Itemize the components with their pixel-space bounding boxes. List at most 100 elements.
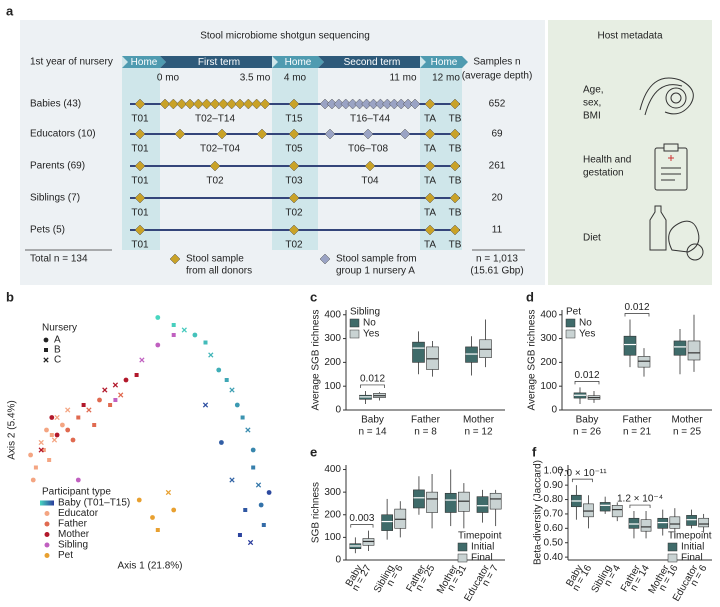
box: [673, 340, 687, 356]
sample-diamond: [364, 160, 376, 172]
point: [250, 447, 256, 453]
y-tick-label: 300: [324, 333, 341, 344]
box: [413, 489, 425, 509]
point: [41, 448, 46, 452]
box: [489, 492, 502, 510]
point: [139, 357, 145, 363]
point: [155, 528, 160, 532]
timepoint-label: T01: [131, 114, 149, 125]
point: [65, 407, 71, 413]
point: [136, 497, 142, 503]
row-name: Siblings (7): [30, 193, 80, 204]
sample-diamond: [288, 160, 300, 172]
point: [229, 387, 235, 393]
point: [155, 315, 161, 320]
point: [123, 377, 129, 383]
point: [112, 382, 119, 388]
legend-text: Yes: [579, 329, 595, 340]
legend-text: Sibling: [58, 540, 88, 551]
legend-marker: [44, 348, 48, 352]
sample-diamond: [324, 128, 336, 140]
y-axis-label: Beta-diversity (Jaccard): [533, 460, 544, 565]
phase-arrow: [160, 56, 278, 68]
legend-title: Participant type: [42, 487, 111, 498]
timepoint-label: T04: [361, 176, 379, 187]
sample-diamond: [319, 253, 331, 265]
box: [669, 516, 681, 529]
sample-diamond: [134, 160, 146, 172]
n-label: n = 25: [673, 427, 702, 438]
box: [381, 514, 394, 531]
phase-arrow: [272, 56, 324, 68]
significance-bracket: [629, 504, 651, 509]
sample-diamond: [226, 98, 238, 110]
y-tick-label: 400: [324, 464, 341, 475]
clipboard-icon: [654, 143, 688, 191]
sample-diamond: [174, 128, 186, 140]
timepoint-label: TB: [449, 240, 462, 251]
sample-diamond: [169, 253, 181, 265]
phase-arrow: [122, 56, 166, 68]
sample-diamond: [201, 98, 213, 110]
metadata-panel: [548, 20, 712, 285]
box: [583, 503, 594, 518]
point: [47, 458, 52, 462]
sample-count: 261: [489, 161, 506, 172]
point: [113, 398, 118, 402]
legend-swatch: [457, 542, 468, 552]
legend-text: Mother: [58, 529, 90, 540]
panel-title: Stool microbiome shotgun sequencing: [200, 31, 370, 42]
legend-swatch: [457, 553, 468, 563]
legend-swatch: [349, 318, 360, 328]
home-band: [420, 56, 462, 250]
sample-diamond: [424, 98, 436, 110]
phase-arrow: [420, 56, 468, 68]
panel-label: d: [526, 289, 534, 304]
sample-diamond: [159, 98, 171, 110]
legend-gradient: [40, 500, 54, 506]
point: [165, 489, 172, 496]
metadata-item: gestation: [583, 168, 624, 179]
sample-diamond: [217, 98, 229, 110]
y-tick-label: 100: [324, 381, 341, 392]
metadata-item: Diet: [583, 233, 601, 244]
timepoint-label: TA: [424, 144, 436, 155]
timepoint-label: T01: [131, 144, 149, 155]
sample-diamond: [192, 98, 204, 110]
metadata-item: Health and: [583, 155, 631, 166]
legend-text: C: [54, 355, 61, 366]
sample-diamond: [216, 128, 228, 140]
y-tick-label: 0.80: [544, 494, 564, 505]
timepoint-label: TA: [424, 114, 436, 125]
point: [171, 323, 176, 327]
legend-marker: [44, 553, 50, 558]
metadata-item: sex,: [583, 98, 601, 109]
box: [686, 515, 697, 526]
point: [75, 477, 81, 483]
month-label: 11 mo: [389, 73, 416, 84]
n-label: n = 21: [623, 427, 652, 438]
sample-count: 20: [491, 193, 503, 204]
n-label: n = 12: [464, 427, 493, 438]
annotation: 7.0 × 10⁻¹¹: [558, 468, 607, 479]
point: [202, 402, 209, 408]
legend-swatch: [667, 553, 678, 563]
point: [266, 490, 272, 495]
total-label: Total n = 134: [30, 254, 88, 265]
month-label: 12 mo: [432, 73, 460, 84]
box: [698, 517, 709, 528]
home-band: [122, 56, 160, 250]
legend-text: Initial: [681, 542, 704, 553]
legend-text: from all donors: [186, 266, 252, 277]
phase-arrow: [318, 56, 426, 68]
point: [102, 387, 108, 393]
sample-diamond: [424, 160, 436, 172]
total-samples: (15.61 Gbp): [470, 266, 523, 277]
sample-diamond: [234, 98, 246, 110]
point: [49, 433, 54, 437]
point: [155, 342, 161, 348]
y-tick-label: 0.50: [544, 537, 564, 548]
significance-bracket: [360, 384, 385, 388]
point: [97, 397, 102, 403]
sample-diamond: [449, 160, 461, 172]
